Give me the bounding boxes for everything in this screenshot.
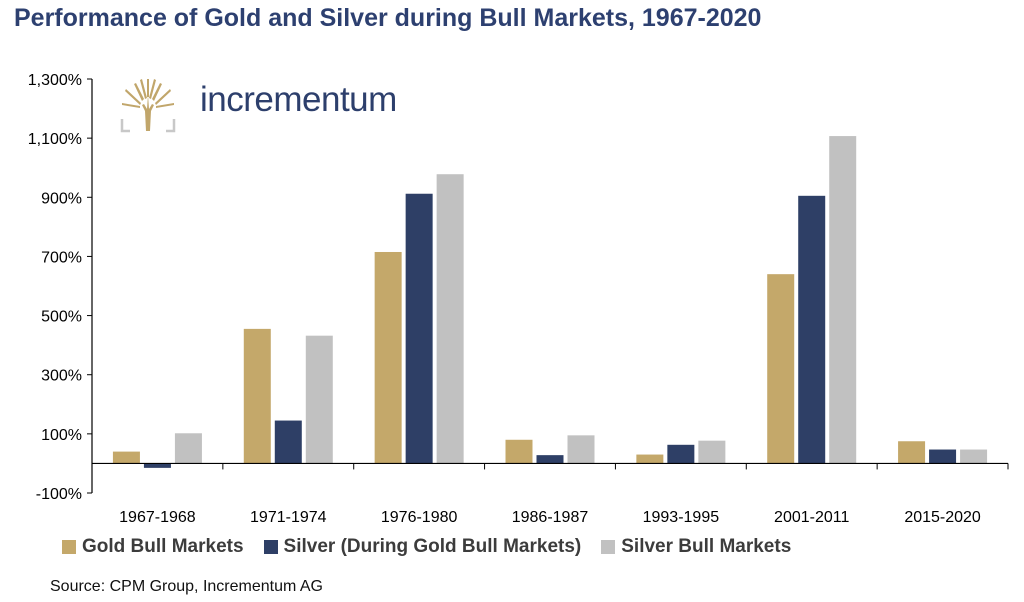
source-note: Source: CPM Group, Incrementum AG: [50, 578, 323, 595]
bar-2-1967-1968: [143, 463, 171, 468]
x-tick-label: 2015-2020: [904, 509, 981, 526]
bar-1-1976-1980: [374, 251, 402, 464]
legend-item-silver-during-gold: Silver (During Gold Bull Markets): [263, 536, 582, 558]
legend-label-silver-bull: Silver Bull Markets: [621, 536, 792, 557]
y-tick-label: -100%: [36, 486, 82, 503]
y-tick-label: 1,100%: [28, 131, 82, 148]
legend-swatch-gold: [62, 540, 76, 554]
bar-1-1971-1974: [243, 328, 271, 464]
chart-title: Performance of Gold and Silver during Bu…: [14, 4, 762, 32]
bar-3-1993-1995: [698, 440, 726, 464]
y-tick-label: 1,300%: [28, 72, 82, 89]
y-tick-label: 700%: [41, 249, 82, 266]
legend: Gold Bull Markets Silver (During Gold Bu…: [62, 536, 811, 558]
tree-icon: [120, 79, 176, 133]
y-tick-label: 500%: [41, 309, 82, 326]
bar-3-2001-2011: [829, 136, 857, 464]
bar-3-1976-1980: [436, 174, 464, 464]
bar-1-2001-2011: [767, 274, 795, 464]
legend-label-silver-during-gold: Silver (During Gold Bull Markets): [283, 536, 582, 557]
bar-1-1993-1995: [636, 454, 664, 464]
legend-item-silver-bull: Silver Bull Markets: [601, 536, 791, 558]
legend-swatch-silver-during-gold: [263, 540, 278, 554]
x-tick-label: 1986-1987: [512, 509, 589, 526]
x-tick-label: 1967-1968: [119, 509, 196, 526]
bar-3-1967-1968: [174, 433, 202, 464]
y-tick-label: 900%: [41, 190, 82, 207]
bar-2-1986-1987: [536, 455, 564, 464]
bar-2-1976-1980: [405, 193, 433, 464]
bar-2-1971-1974: [274, 420, 302, 464]
bar-3-1971-1974: [305, 335, 333, 464]
bar-1-1967-1968: [112, 451, 140, 464]
x-tick-label: 1993-1995: [643, 509, 720, 526]
y-tick-label: 100%: [41, 427, 82, 444]
bar-chart: -100% 100% 300% 500% 700% 900% 1,100% 1,300% 196…: [28, 72, 1009, 526]
x-tick-label: 2001-2011: [774, 509, 849, 526]
bar-1-1986-1987: [505, 439, 533, 464]
bar-2-2015-2020: [929, 449, 957, 464]
bar-3-1986-1987: [567, 435, 595, 464]
bar-1-2015-2020: [898, 441, 926, 464]
bar-3-2015-2020: [960, 449, 988, 464]
bar-2-2001-2011: [798, 195, 826, 464]
bar-2-1993-1995: [667, 444, 695, 464]
brand-name: incrementum: [200, 80, 397, 119]
x-tick-label: 1976-1980: [381, 509, 458, 526]
legend-item-gold: Gold Bull Markets: [62, 536, 244, 558]
x-tick-label: 1971-1974: [250, 509, 327, 526]
incrementum-logo: incrementum: [118, 75, 418, 135]
legend-label-gold: Gold Bull Markets: [82, 536, 244, 557]
legend-swatch-silver-bull: [601, 540, 616, 554]
y-tick-label: 300%: [41, 368, 82, 385]
